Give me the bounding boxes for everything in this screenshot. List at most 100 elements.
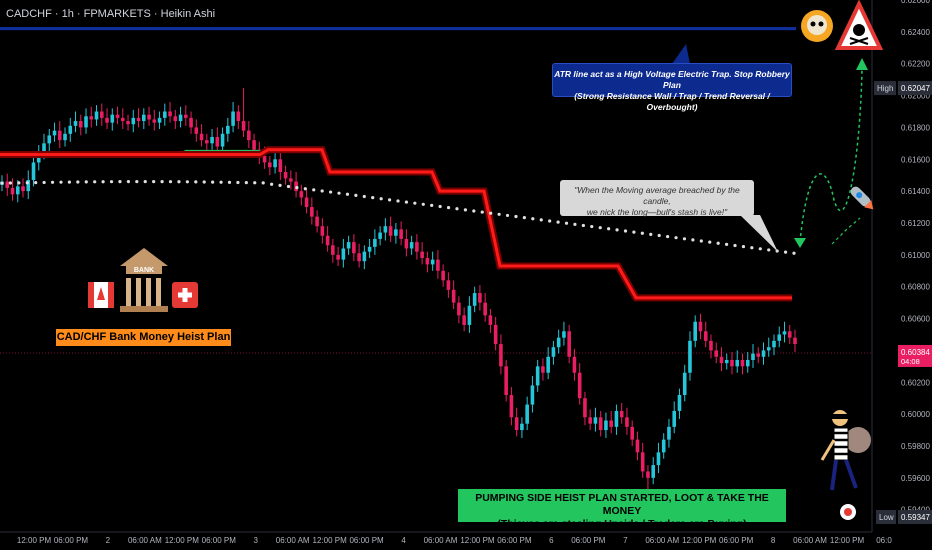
candle-81 (425, 251, 430, 273)
skull-head (853, 24, 865, 36)
candle-body-119 (625, 417, 629, 427)
price-tick-5: 0.61600 (901, 155, 930, 164)
bank-sign-bg (126, 264, 162, 274)
ma-dot-87 (733, 243, 737, 248)
candle-body-9 (47, 135, 52, 144)
candle-133 (698, 313, 703, 340)
candle-131 (688, 331, 692, 381)
time-tick-14: 6 (549, 536, 554, 545)
ma-dot-34 (286, 184, 291, 189)
time-tick-22: 12:00 PM (830, 536, 865, 545)
candle-12 (63, 127, 67, 147)
candle-121 (635, 431, 640, 461)
candle-body-90 (472, 293, 477, 306)
candle-body-86 (451, 289, 456, 303)
high-value-bg (898, 81, 932, 96)
candle-body-18 (94, 111, 99, 120)
candle-98 (514, 407, 519, 437)
canada-flag-icon (88, 282, 114, 308)
ma-dot-88 (741, 244, 746, 249)
candle-body-135 (709, 340, 713, 351)
candle-56 (294, 172, 298, 198)
candle-body-70 (367, 246, 372, 252)
projection-arrow-head (856, 58, 868, 70)
candle-142 (745, 352, 750, 373)
ma-dot-32 (270, 182, 274, 186)
candle-body-78 (409, 242, 414, 249)
candle-body-59 (310, 207, 314, 217)
candle-body-81 (425, 258, 430, 265)
candle-body-64 (336, 254, 340, 260)
candle-33 (173, 109, 178, 130)
candle-14 (73, 111, 78, 133)
candle-84 (441, 264, 445, 287)
candle-body-21 (110, 114, 115, 123)
candle-83 (436, 250, 440, 279)
candle-body-32 (168, 111, 172, 117)
rocket-window (856, 192, 863, 199)
candle-body-54 (283, 172, 288, 179)
candle-body-112 (588, 417, 592, 424)
skull (807, 15, 827, 35)
price-tick-1: 0.62400 (901, 28, 930, 37)
ma-dot-62 (522, 216, 526, 220)
candle-68 (357, 243, 361, 268)
candle-73 (383, 218, 388, 241)
candle-29 (152, 109, 157, 131)
candle-52 (273, 151, 277, 174)
ma-dot-14 (118, 180, 122, 184)
candle-117 (614, 404, 619, 435)
candle-135 (709, 334, 713, 359)
ma-dot-39 (328, 190, 333, 194)
candle-body-150 (787, 331, 792, 338)
candle-59 (310, 197, 314, 225)
time-tick-11: 06:00 AM (424, 536, 458, 545)
candle-104 (546, 347, 550, 380)
high-label-bg (874, 81, 896, 96)
ma-dot-30 (253, 181, 257, 185)
candle-55 (289, 170, 293, 190)
ma-dot-66 (556, 220, 560, 224)
candle-body-2 (10, 187, 15, 195)
candle-body-92 (483, 302, 487, 316)
candle-body-72 (378, 232, 382, 239)
thief-body (833, 427, 849, 461)
time-tick-15: 06:00 PM (571, 536, 606, 545)
candle-body-77 (404, 238, 409, 249)
candle-145 (761, 342, 766, 365)
price-tick-9: 0.60800 (901, 283, 930, 292)
candle-body-136 (714, 350, 719, 357)
ma-dot-3 (25, 181, 29, 185)
price-tick-6: 0.61400 (901, 187, 930, 196)
candle-136 (714, 342, 719, 364)
candle-10 (52, 122, 57, 142)
candle-24 (126, 114, 130, 131)
candle-body-128 (672, 410, 677, 427)
candle-60 (315, 210, 319, 233)
candle-body-118 (619, 410, 624, 418)
time-tick-6: 3 (254, 536, 259, 545)
candle-76 (399, 221, 403, 246)
ma-dot-18 (152, 179, 156, 184)
candle-body-106 (556, 337, 561, 348)
ma-dot-85 (716, 241, 720, 245)
candle-88 (462, 307, 466, 332)
candle-63 (331, 238, 335, 263)
thief-arm (820, 439, 836, 461)
candle-body-113 (593, 417, 598, 424)
candle-body-62 (325, 235, 330, 246)
candle-122 (640, 442, 645, 478)
candle-82 (430, 251, 435, 271)
candle-body-133 (698, 321, 703, 332)
bank-column-3 (156, 278, 161, 306)
candle-149 (782, 321, 787, 343)
ma-dot-58 (489, 211, 493, 215)
candle-body-65 (341, 248, 346, 260)
candle-95 (499, 334, 503, 375)
ma-dot-42 (354, 193, 358, 197)
candle-body-148 (777, 334, 782, 341)
candle-138 (724, 353, 729, 370)
chart-header: CADCHF · 1h · FPMARKETS · Heikin Ashi (6, 8, 216, 20)
